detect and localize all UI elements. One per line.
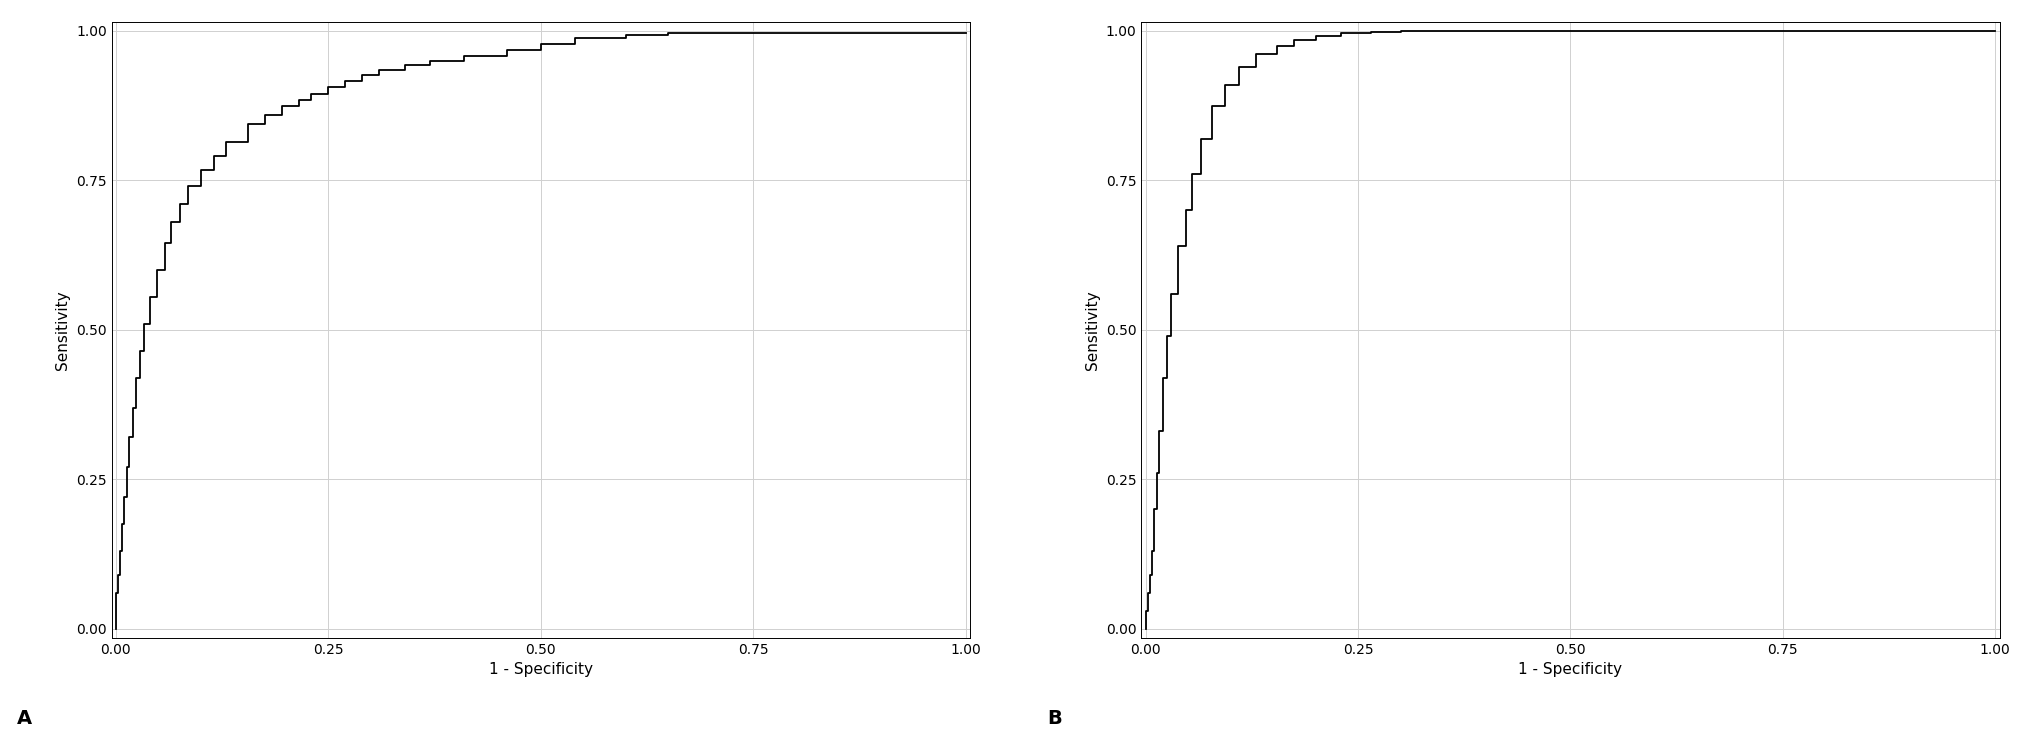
X-axis label: 1 - Specificity: 1 - Specificity: [1518, 662, 1622, 677]
Text: A: A: [18, 709, 32, 728]
Text: B: B: [1047, 709, 1062, 728]
Y-axis label: Sensitivity: Sensitivity: [55, 290, 71, 369]
X-axis label: 1 - Specificity: 1 - Specificity: [489, 662, 593, 677]
Y-axis label: Sensitivity: Sensitivity: [1086, 290, 1100, 369]
